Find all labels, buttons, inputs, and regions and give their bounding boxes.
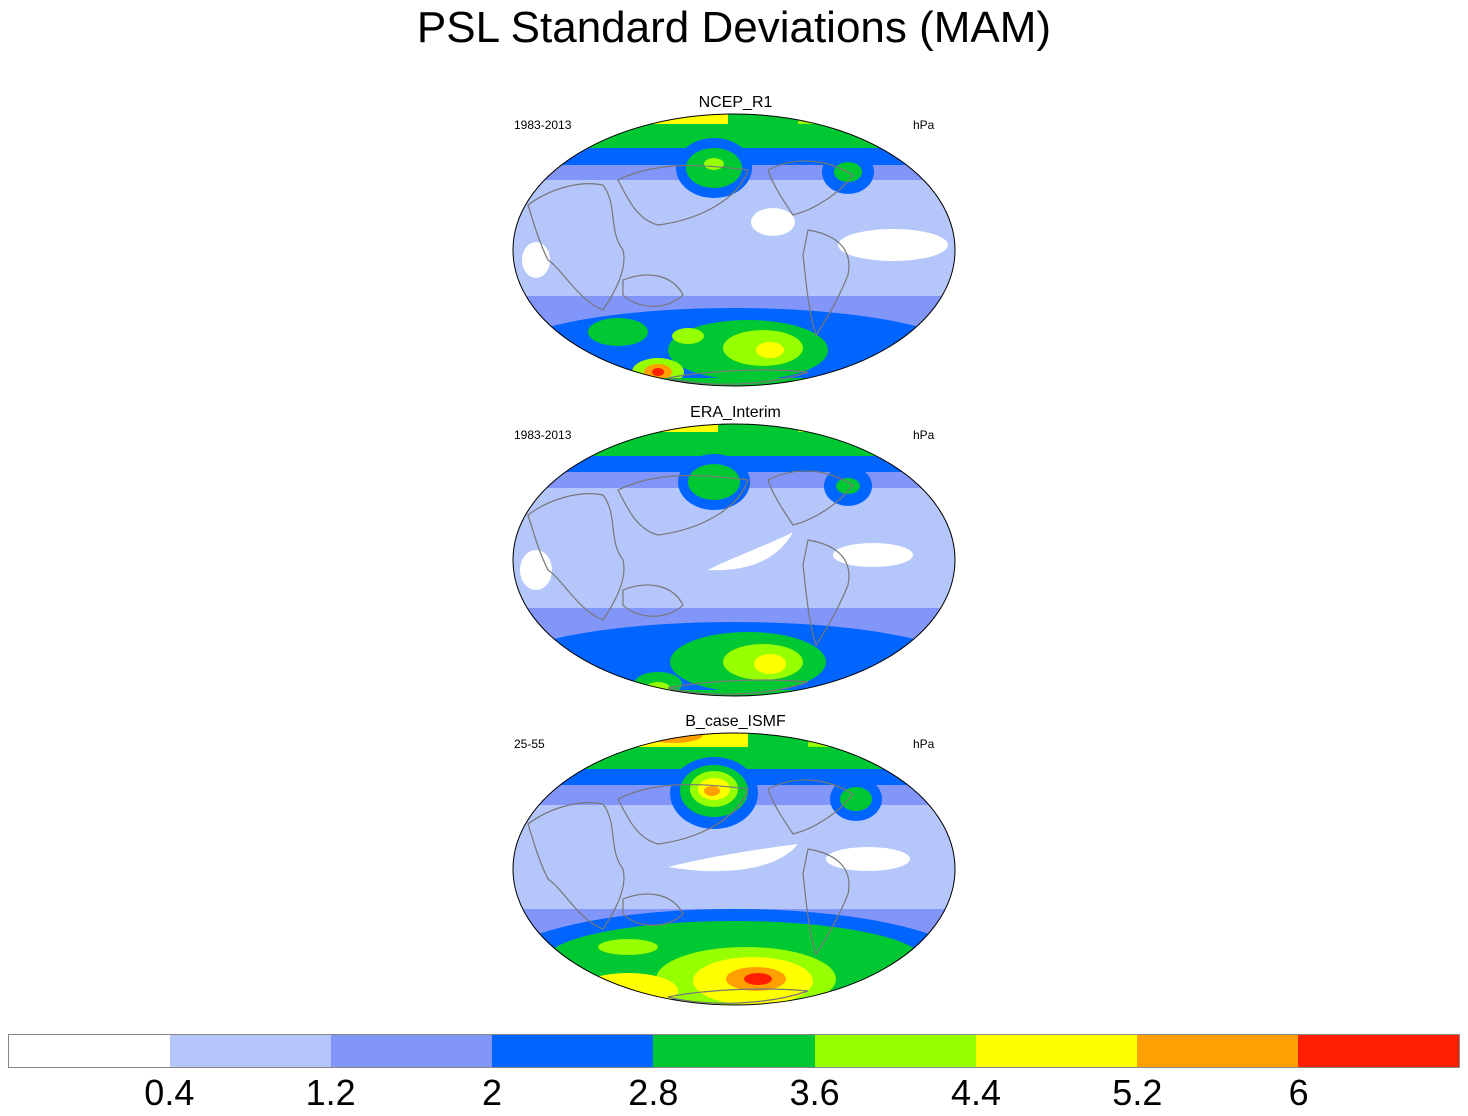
panel-period-label: 1983-2013 <box>514 428 572 442</box>
map-panel-era: ERA_Interim 1983-2013 hPa <box>508 404 963 704</box>
panel-title: B_case_ISMF <box>685 713 786 730</box>
colorbar-tick-label: 0.4 <box>144 1072 195 1113</box>
colorbar-swatch <box>492 1035 654 1067</box>
colorbar-swatch <box>814 1035 976 1067</box>
globe-map <box>512 113 956 387</box>
colorbar-swatch <box>170 1035 332 1067</box>
colorbar <box>8 1034 1460 1068</box>
colorbar-swatch <box>9 1035 171 1067</box>
globe-map <box>512 732 956 1006</box>
panel-period-label: 1983-2013 <box>514 118 572 132</box>
globe-map <box>512 423 956 697</box>
colorbar-tick-label: 1.2 <box>305 1072 356 1113</box>
panel-units-label: hPa <box>913 428 935 442</box>
map-panel-ncep: NCEP_R1 1983-2013 hPa <box>508 94 963 394</box>
colorbar-labels: 0.4 1.2 2 2.8 3.6 4.4 5.2 6 <box>0 1072 1468 1116</box>
colorbar-swatch <box>331 1035 493 1067</box>
colorbar-swatch <box>975 1035 1137 1067</box>
panel-period-label: 25-55 <box>514 737 545 751</box>
panel-units-label: hPa <box>913 737 935 751</box>
panel-title: ERA_Interim <box>690 404 781 421</box>
colorbar-tick-label: 2.8 <box>628 1072 679 1113</box>
colorbar-swatch <box>1136 1035 1298 1067</box>
panel-title: NCEP_R1 <box>698 94 773 111</box>
colorbar-tick-label: 6 <box>1288 1072 1309 1113</box>
colorbar-swatch <box>1297 1035 1459 1067</box>
colorbar-tick-label: 3.6 <box>789 1072 840 1113</box>
map-panel-bcase: B_case_ISMF 25-55 hPa <box>508 713 963 1013</box>
panel-units-label: hPa <box>913 118 935 132</box>
colorbar-tick-label: 5.2 <box>1112 1072 1163 1113</box>
colorbar-tick-label: 2 <box>481 1072 503 1113</box>
colorbar-tick-label: 4.4 <box>950 1072 1002 1113</box>
colorbar-swatch <box>653 1035 815 1067</box>
figure-title: PSL Standard Deviations (MAM) <box>416 3 1052 52</box>
